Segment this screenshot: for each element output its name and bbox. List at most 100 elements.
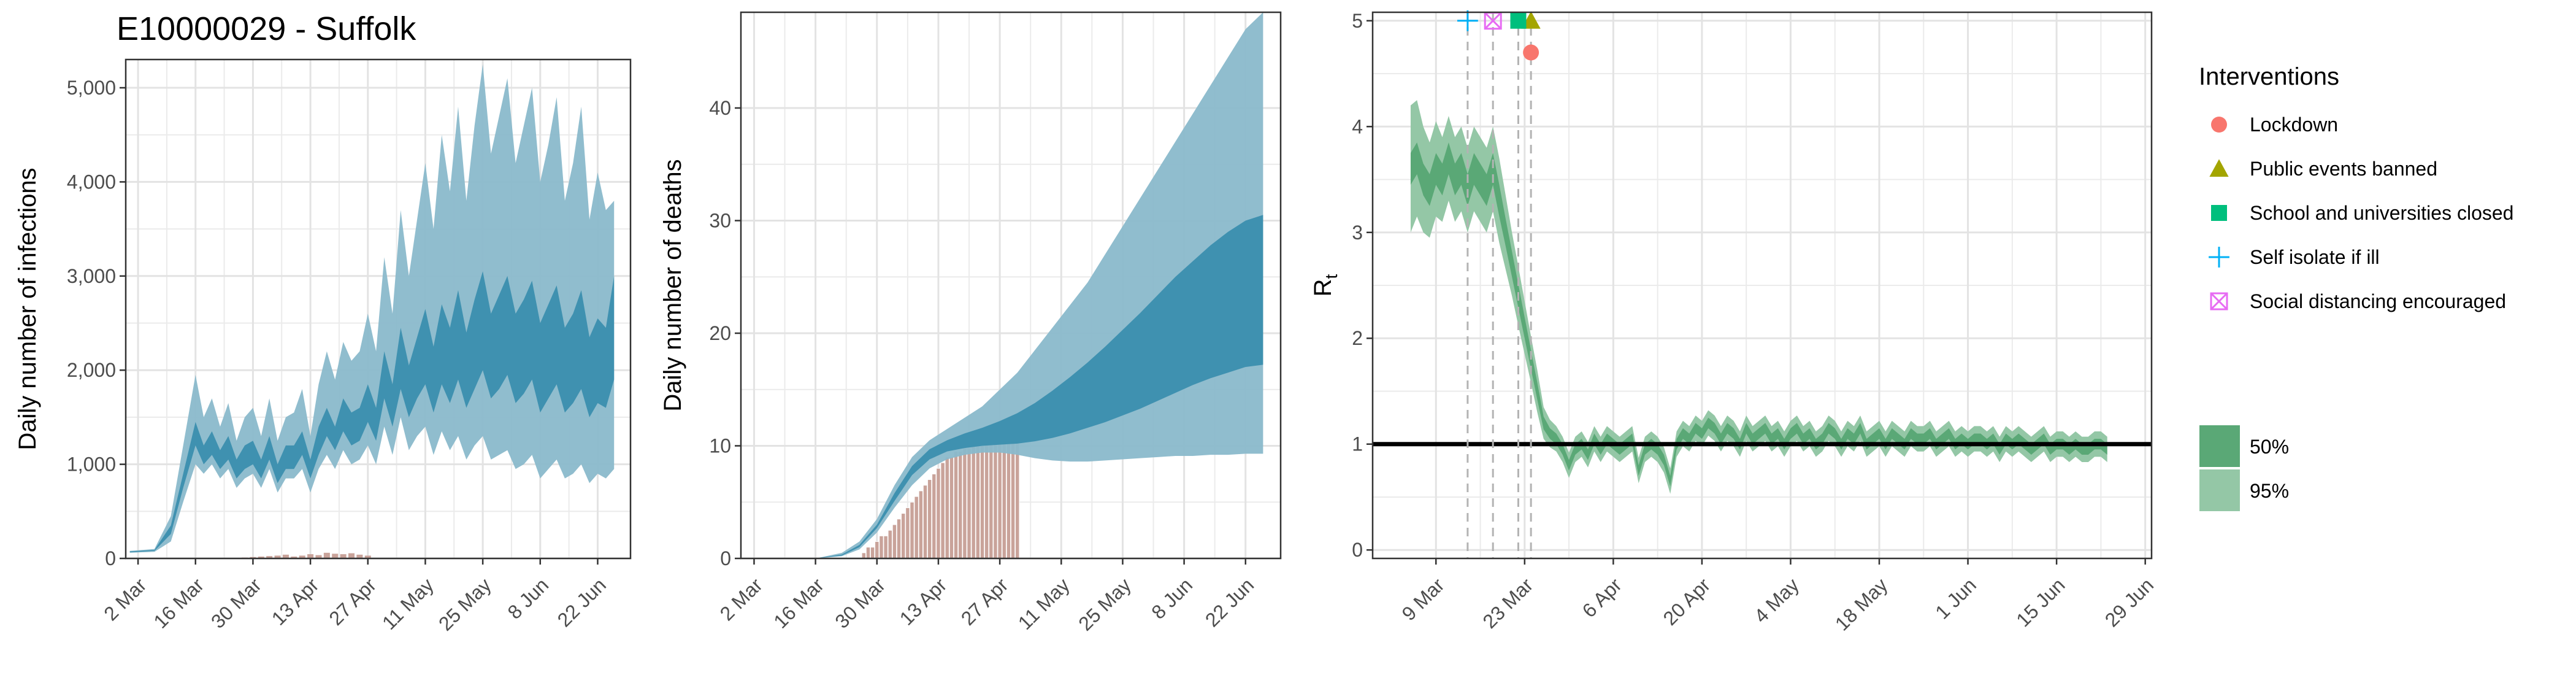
- observed-bar: [887, 530, 892, 559]
- observed-bar: [1015, 439, 1020, 559]
- observed-bar: [962, 447, 967, 559]
- legend-ci-label: 95%: [2250, 480, 2289, 502]
- legend-label: School and universities closed: [2250, 202, 2513, 224]
- y-tick-label: 20: [709, 322, 731, 344]
- y-tick-label: 0: [1352, 539, 1363, 561]
- x-tick-label: 18 May: [1831, 574, 1892, 635]
- boxcross-d2: [1484, 12, 1502, 29]
- y-tick-label: 4,000: [67, 171, 116, 193]
- x-tick-label: 20 Apr: [1659, 574, 1715, 630]
- legend-key-square: [2211, 205, 2227, 221]
- observed-bar: [979, 445, 985, 559]
- observed-bar: [1006, 439, 1011, 559]
- boxcross-d2: [2210, 292, 2228, 311]
- ci95-band: [129, 64, 615, 553]
- observed-bar: [971, 445, 976, 559]
- observed-bar: [883, 535, 888, 559]
- panel-rt: 0 1 2 3 4 5 9 Mar 23 Mar 6 Apr 20 Apr 4 May 18 May 1…: [1309, 10, 2158, 635]
- x-tick-label: 27 Apr: [324, 574, 380, 630]
- observed-bar: [340, 554, 347, 558]
- observed-bar: [348, 553, 355, 558]
- observed-bar: [870, 547, 875, 559]
- x-tick-label: 11 May: [378, 574, 438, 634]
- y-axis-label: Daily number of deaths: [659, 159, 686, 411]
- observed-bar: [1002, 439, 1006, 559]
- observed-bar: [967, 447, 972, 559]
- x-tick-label: 23 Mar: [1478, 574, 1537, 633]
- y-tick-label: 5: [1352, 10, 1363, 32]
- observed-bar: [865, 547, 871, 559]
- observed-bar: [922, 485, 928, 559]
- x-tick-label: 1 Jun: [1931, 574, 1980, 623]
- observed-bar: [307, 554, 314, 558]
- y-tick-label: 4: [1352, 115, 1363, 137]
- y-tick-label: 40: [709, 97, 731, 119]
- legend-key-circle: [2211, 117, 2227, 133]
- legend: Interventions Lockdown Public events banne…: [2199, 63, 2513, 511]
- observed-bar: [315, 555, 322, 558]
- observed-bar: [299, 555, 305, 558]
- x-tick-label: 22 Jun: [1201, 574, 1258, 631]
- observed-bar: [932, 473, 937, 559]
- x-tick-label: 16 Mar: [149, 574, 208, 633]
- x-tick-label: 30 Mar: [207, 574, 266, 633]
- observed-bar: [989, 443, 994, 559]
- y-axis-label: Rt: [1309, 274, 1341, 296]
- legend-key-plus: [2209, 247, 2229, 268]
- x-tick-label: 9 Mar: [1397, 574, 1449, 625]
- observed-bar: [258, 556, 264, 558]
- y-tick-label: 1,000: [67, 453, 116, 476]
- x-tick-label: 6 Apr: [1578, 574, 1627, 622]
- x-tick-label: 15 Jun: [2012, 574, 2069, 631]
- y-tick-label: 5,000: [67, 77, 116, 99]
- legend-label: Public events banned: [2250, 158, 2437, 180]
- observed-bar: [364, 555, 371, 558]
- y-tick-label: 2: [1352, 327, 1363, 349]
- x-tick-label: 4 May: [1750, 574, 1803, 627]
- boxcross-box: [2210, 292, 2228, 311]
- x-tick-label: 13 Apr: [895, 574, 951, 630]
- ci50-band: [1410, 142, 2107, 487]
- observed-bar: [945, 457, 949, 559]
- x-tick-label: 30 Mar: [830, 574, 889, 633]
- observed-bar: [266, 556, 273, 558]
- legend-ci-swatch: [2199, 469, 2240, 511]
- observed-bar: [861, 552, 867, 559]
- observed-bar: [274, 555, 281, 558]
- marker-square: [1510, 12, 1527, 29]
- observed-bar: [892, 524, 897, 559]
- chart-title: E10000029 - Suffolk: [117, 10, 416, 47]
- legend-label: Lockdown: [2250, 114, 2338, 136]
- legend-label: Social distancing encouraged: [2250, 290, 2506, 312]
- x-tick-label: 29 Jun: [2101, 574, 2158, 631]
- observed-bar: [282, 554, 289, 558]
- ci50-band: [129, 271, 615, 553]
- x-tick-label: 11 May: [1014, 574, 1074, 634]
- observed-bar: [291, 556, 297, 558]
- panel-border: [1371, 11, 2153, 560]
- observed-bar: [949, 457, 954, 559]
- x-tick-label: 8 Jun: [503, 574, 553, 623]
- panel-border: [125, 58, 632, 560]
- x-tick-label: 16 Mar: [769, 574, 828, 633]
- observed-bar: [953, 451, 959, 559]
- observed-bar: [910, 501, 914, 559]
- observed-bar: [332, 554, 339, 558]
- observed-bar: [905, 507, 910, 559]
- legend-label: Self isolate if ill: [2250, 246, 2380, 268]
- observed-bar: [936, 468, 941, 559]
- observed-bar: [879, 535, 884, 559]
- observed-bar: [975, 445, 981, 559]
- ci95-band: [1410, 100, 2107, 494]
- legend-key-triangle: [2209, 159, 2229, 177]
- y-tick-label: 30: [709, 209, 731, 231]
- observed-bar: [356, 554, 363, 558]
- observed-bar: [997, 439, 1002, 559]
- observed-bar: [993, 443, 998, 559]
- observed-bar: [900, 513, 906, 559]
- x-tick-label: 22 Jun: [553, 574, 610, 631]
- y-axis-label: Daily number of infections: [14, 168, 41, 450]
- marker-circle: [1523, 44, 1539, 61]
